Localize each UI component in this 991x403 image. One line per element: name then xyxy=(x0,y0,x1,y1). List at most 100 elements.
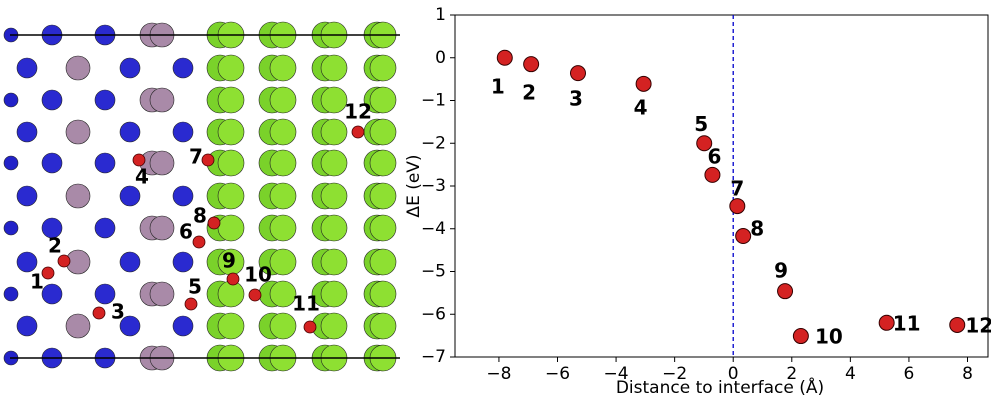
atom-n xyxy=(120,58,140,78)
atom-n xyxy=(173,186,193,206)
x-tick-label: −2 xyxy=(662,364,687,384)
point xyxy=(736,229,751,244)
atom-green xyxy=(321,183,347,209)
atom-green xyxy=(321,55,347,81)
point xyxy=(730,199,745,214)
atom-green xyxy=(270,215,296,241)
site-atom xyxy=(352,126,364,138)
atom-green xyxy=(270,55,296,81)
atom-green xyxy=(270,150,296,176)
x-tick-label: 0 xyxy=(728,364,739,384)
site-atom xyxy=(193,236,205,248)
site-label: 4 xyxy=(135,165,149,189)
site-label: 8 xyxy=(193,204,207,228)
atom-ga xyxy=(66,120,90,144)
atom-green xyxy=(321,281,347,307)
point xyxy=(950,317,965,332)
point-label: 5 xyxy=(694,112,708,136)
atom-n xyxy=(17,316,37,336)
atom-green xyxy=(270,87,296,113)
atom-green xyxy=(370,55,396,81)
atom-green xyxy=(218,215,244,241)
atom-n xyxy=(173,316,193,336)
site-atom xyxy=(227,273,239,285)
atom-green xyxy=(218,313,244,339)
figure: 123456789101112 Distance to interface (Å… xyxy=(0,0,991,403)
site-label: 2 xyxy=(48,234,62,258)
atom-n xyxy=(173,122,193,142)
atom-n xyxy=(95,218,115,238)
atom-n xyxy=(120,186,140,206)
site-label: 3 xyxy=(111,300,125,324)
atom-green xyxy=(270,183,296,209)
atom-green xyxy=(218,119,244,145)
atom-n xyxy=(4,287,18,301)
site-label: 11 xyxy=(292,292,320,316)
x-tick-label: −6 xyxy=(545,364,570,384)
point-label: 10 xyxy=(815,325,843,349)
x-tick-label: −8 xyxy=(486,364,511,384)
point-label: 11 xyxy=(893,311,921,335)
atom-green xyxy=(218,150,244,176)
x-tick-label: −4 xyxy=(604,364,629,384)
atom-green xyxy=(270,313,296,339)
x-tick-label: 6 xyxy=(904,364,915,384)
site-label: 10 xyxy=(244,263,272,287)
point-label: 1 xyxy=(491,74,505,98)
atom-green xyxy=(370,249,396,275)
point-label: 4 xyxy=(634,95,648,119)
y-tick-label: −6 xyxy=(421,304,446,324)
y-tick-label: −2 xyxy=(421,133,446,153)
point xyxy=(705,167,720,182)
atom-n xyxy=(95,90,115,110)
y-tick-label: −4 xyxy=(421,219,446,239)
atom-green xyxy=(370,119,396,145)
atom-green xyxy=(370,215,396,241)
point xyxy=(497,50,512,65)
atom-n xyxy=(173,252,193,272)
atom-ga xyxy=(66,314,90,338)
atom-ga xyxy=(150,151,174,175)
atom-n xyxy=(120,122,140,142)
atom-green xyxy=(370,183,396,209)
atom-green xyxy=(321,249,347,275)
site-atom xyxy=(93,307,105,319)
point xyxy=(571,66,586,81)
atom-green xyxy=(218,55,244,81)
site-label: 7 xyxy=(189,145,203,169)
atom-n xyxy=(4,221,18,235)
atom-green xyxy=(270,249,296,275)
atom-n xyxy=(120,252,140,272)
site-label: 12 xyxy=(344,100,372,124)
atom-n xyxy=(4,93,18,107)
site-label: 6 xyxy=(179,220,193,244)
atom-ga xyxy=(150,216,174,240)
atom-green xyxy=(321,313,347,339)
point xyxy=(793,329,808,344)
y-tick-label: −1 xyxy=(421,91,446,111)
atom-n xyxy=(42,284,62,304)
y-tick-label: −7 xyxy=(421,347,446,367)
atom-ga xyxy=(150,282,174,306)
point-label: 12 xyxy=(965,313,991,337)
x-tick-label: 2 xyxy=(786,364,797,384)
atom-ga xyxy=(66,184,90,208)
site-atom xyxy=(208,217,220,229)
site-label: 1 xyxy=(30,270,44,294)
point-label: 2 xyxy=(522,81,536,105)
atom-green xyxy=(370,87,396,113)
atom-n xyxy=(173,58,193,78)
atom-green xyxy=(370,313,396,339)
atom-green xyxy=(370,150,396,176)
point-label: 7 xyxy=(730,177,744,201)
point xyxy=(636,76,651,91)
y-tick-label: −5 xyxy=(421,262,446,282)
atom-n xyxy=(42,90,62,110)
point-label: 6 xyxy=(707,144,721,168)
site-atom xyxy=(249,289,261,301)
atom-ga xyxy=(150,88,174,112)
point-label: 3 xyxy=(569,87,583,111)
atom-ga xyxy=(66,56,90,80)
atom-green xyxy=(321,215,347,241)
